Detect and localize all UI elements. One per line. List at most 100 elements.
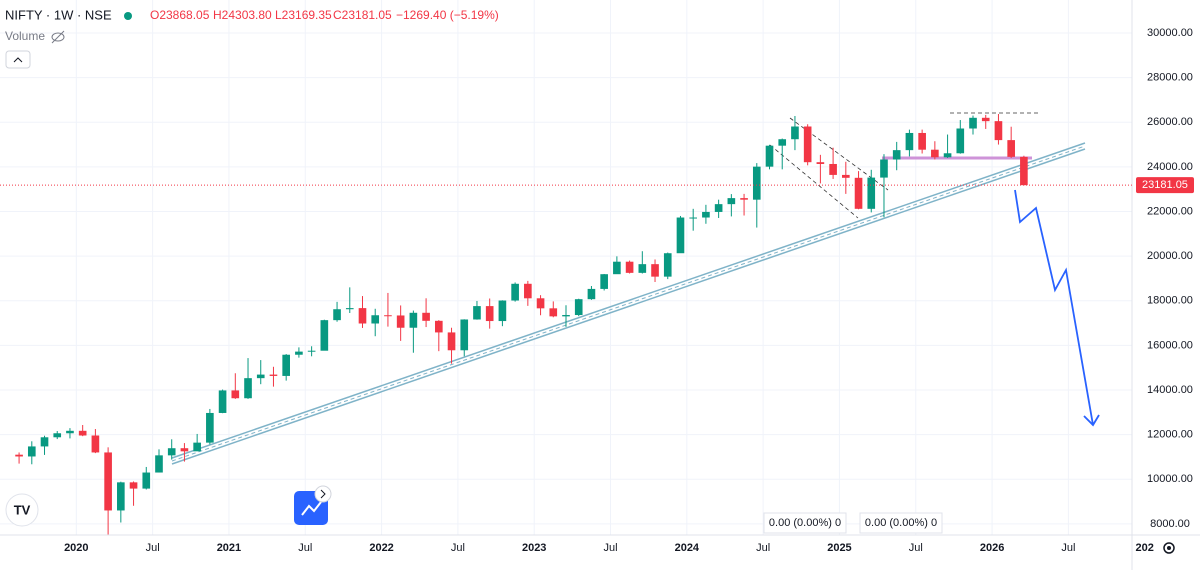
- expand-button[interactable]: [314, 485, 332, 503]
- y-tick-label: 16000.00: [1147, 339, 1193, 351]
- range-text: 0.00 (0.00%) 0: [865, 517, 937, 529]
- x-tick-label: Jul: [909, 542, 923, 554]
- y-tick-label: 8000.00: [1150, 518, 1190, 530]
- candle-body: [689, 217, 698, 219]
- candle-body: [460, 319, 469, 351]
- icon: [301, 501, 322, 516]
- ohlc-open: O23868.05: [150, 8, 210, 22]
- ohlc-high: H24303.80: [213, 8, 272, 22]
- x-tick-label: Jul: [603, 542, 617, 554]
- candle-body: [956, 128, 965, 154]
- candle-body: [1020, 156, 1028, 186]
- candle-body: [345, 308, 354, 310]
- candle-body: [117, 482, 125, 511]
- candle-body: [842, 174, 850, 178]
- candle-body: [752, 166, 761, 200]
- candle-body: [396, 315, 405, 328]
- candle-body: [295, 351, 303, 355]
- candle-body: [969, 117, 977, 129]
- x-tick-label: Jul: [451, 542, 465, 554]
- x-tick-label: Jul: [146, 542, 160, 554]
- candle-body: [854, 177, 863, 209]
- candle-body: [27, 446, 36, 457]
- candle-body: [307, 350, 316, 352]
- candle-body: [625, 261, 634, 273]
- candle-body: [829, 163, 837, 175]
- candle-body: [740, 198, 748, 200]
- candle-body: [549, 308, 558, 317]
- y-tick-label: 12000.00: [1147, 429, 1193, 441]
- candle-body: [536, 298, 545, 309]
- candle-body: [53, 433, 62, 438]
- candle-body: [994, 121, 1003, 141]
- candle-body: [231, 390, 240, 399]
- volume-label: Volume: [5, 29, 45, 43]
- x-tick-label: 2022: [369, 542, 393, 554]
- x-tick-label: 2024: [675, 542, 700, 554]
- chevron: [320, 489, 326, 499]
- drawings: [171, 112, 1100, 465]
- candle-body: [727, 198, 736, 205]
- candle-body: [447, 332, 456, 351]
- change: −1269.40 (−5.19%): [396, 8, 499, 22]
- candle-body: [600, 274, 608, 289]
- last-price-box: [1136, 177, 1194, 194]
- svg-text:TV: TV: [14, 502, 31, 517]
- candle-body: [167, 448, 176, 456]
- collapse-button[interactable]: [5, 50, 31, 69]
- settings-icon[interactable]: [1163, 542, 1175, 554]
- candle-body: [15, 454, 23, 457]
- range-box: [859, 512, 943, 534]
- candle-body: [880, 159, 888, 178]
- x-tick-label: 2023: [522, 542, 546, 554]
- trendline: [171, 142, 1086, 459]
- candle-body: [104, 452, 112, 511]
- candle-body: [892, 150, 901, 160]
- candle-body: [78, 430, 87, 436]
- range-text: 0.00 (0.00%) 0: [769, 517, 841, 529]
- candle-body: [905, 132, 914, 151]
- candle-body: [803, 126, 812, 163]
- y-tick-label: 26000.00: [1147, 116, 1193, 128]
- status-dot: [124, 12, 132, 20]
- candle-body: [702, 211, 710, 218]
- candle-body: [434, 320, 443, 333]
- y-tick-label: 20000.00: [1147, 250, 1193, 262]
- candle-body: [638, 264, 647, 273]
- last-price-label: 23181.05: [1142, 179, 1188, 191]
- candle-body: [180, 448, 189, 452]
- hide-icon[interactable]: [51, 30, 65, 44]
- candle-body: [943, 153, 952, 158]
- candle-body: [663, 253, 672, 277]
- candle-body: [498, 300, 507, 322]
- candle-body: [651, 264, 659, 277]
- candle-body: [142, 472, 151, 489]
- candle-body: [129, 482, 138, 489]
- candle-body: [778, 139, 787, 146]
- candle-body: [1007, 140, 1015, 157]
- candle-body: [193, 442, 201, 452]
- candle-body: [587, 288, 596, 300]
- candle-body: [981, 117, 990, 122]
- x-tick-label: 2021: [217, 542, 241, 554]
- tv-logo[interactable]: TV: [5, 493, 39, 527]
- candle-body: [473, 306, 481, 320]
- candle-body: [358, 308, 367, 324]
- candle-body: [282, 354, 290, 376]
- chevron: [13, 57, 23, 63]
- trendline: [171, 148, 1086, 465]
- candle-body: [867, 177, 876, 209]
- range-box: [763, 512, 847, 534]
- candle-body: [384, 315, 392, 317]
- x-tick-label: Jul: [298, 542, 312, 554]
- x-tick-label: Jul: [1061, 542, 1075, 554]
- candle-body: [206, 412, 214, 443]
- candle-body: [714, 204, 723, 212]
- x-tick-label: 202: [1136, 542, 1154, 554]
- candle-body: [511, 283, 519, 301]
- candle-body: [791, 126, 799, 140]
- ohlc-low: L23169.35: [275, 8, 332, 22]
- trendline-mid: [171, 145, 1086, 462]
- channel-line: [769, 144, 859, 219]
